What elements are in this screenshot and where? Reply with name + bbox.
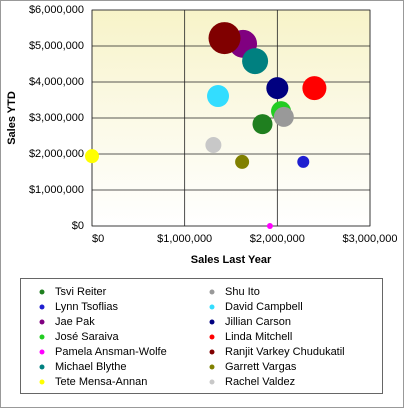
bubble [302, 76, 327, 101]
bubble [85, 149, 99, 164]
legend-label: Shu Ito [225, 286, 260, 298]
bubble [297, 155, 310, 168]
bubble [207, 85, 230, 108]
bubble [266, 223, 273, 229]
legend-label: Tsvi Reiter [55, 286, 107, 298]
legend-label: Jillian Carson [225, 316, 291, 328]
bubble [252, 114, 273, 135]
legend-marker [39, 319, 45, 325]
legend-marker [209, 349, 215, 355]
y-axis-title: Sales YTD [6, 91, 18, 145]
y-tick-label: $0 [72, 220, 84, 232]
y-tick-label: $2,000,000 [29, 148, 84, 160]
bubble [242, 48, 269, 75]
x-tick-label: $0 [92, 233, 104, 245]
bubble [266, 77, 289, 100]
y-tick-label: $1,000,000 [29, 184, 84, 196]
bubble [205, 137, 222, 153]
legend-marker [209, 319, 215, 325]
legend-marker [209, 304, 215, 310]
bubble [235, 154, 250, 169]
legend-label: José Saraiva [55, 331, 119, 343]
legend-label: Lynn Tsoflias [55, 301, 118, 313]
legend-marker [209, 334, 215, 340]
y-tick-label: $5,000,000 [29, 40, 84, 52]
bubble [273, 106, 294, 127]
legend-label: Garrett Vargas [225, 361, 297, 373]
legend-marker [209, 379, 215, 385]
legend-marker [39, 364, 45, 370]
y-tick-label: $4,000,000 [29, 76, 84, 88]
legend-label: Tete Mensa-Annan [55, 376, 147, 388]
bubble [208, 22, 241, 55]
legend-marker [39, 379, 45, 385]
legend-label: Linda Mitchell [225, 331, 292, 343]
legend-label: David Campbell [225, 301, 303, 313]
legend-label: Michael Blythe [55, 361, 127, 373]
legend-marker [209, 289, 215, 295]
y-tick-label: $6,000,000 [29, 4, 84, 16]
x-tick-label: $1,000,000 [157, 233, 212, 245]
x-tick-label: $3,000,000 [342, 233, 397, 245]
legend-label: Jae Pak [55, 316, 95, 328]
legend-label: Ranjit Varkey Chudukatil [225, 346, 345, 358]
legend-marker [39, 289, 45, 295]
x-tick-label: $2,000,000 [250, 233, 305, 245]
legend-label: Rachel Valdez [225, 376, 295, 388]
legend-marker [39, 334, 45, 340]
legend-marker [39, 304, 45, 310]
legend-marker [39, 349, 45, 355]
x-axis-title: Sales Last Year [191, 254, 272, 266]
legend-marker [209, 364, 215, 370]
y-tick-label: $3,000,000 [29, 112, 84, 124]
legend-label: Pamela Ansman-Wolfe [55, 346, 167, 358]
legend [20, 278, 383, 394]
